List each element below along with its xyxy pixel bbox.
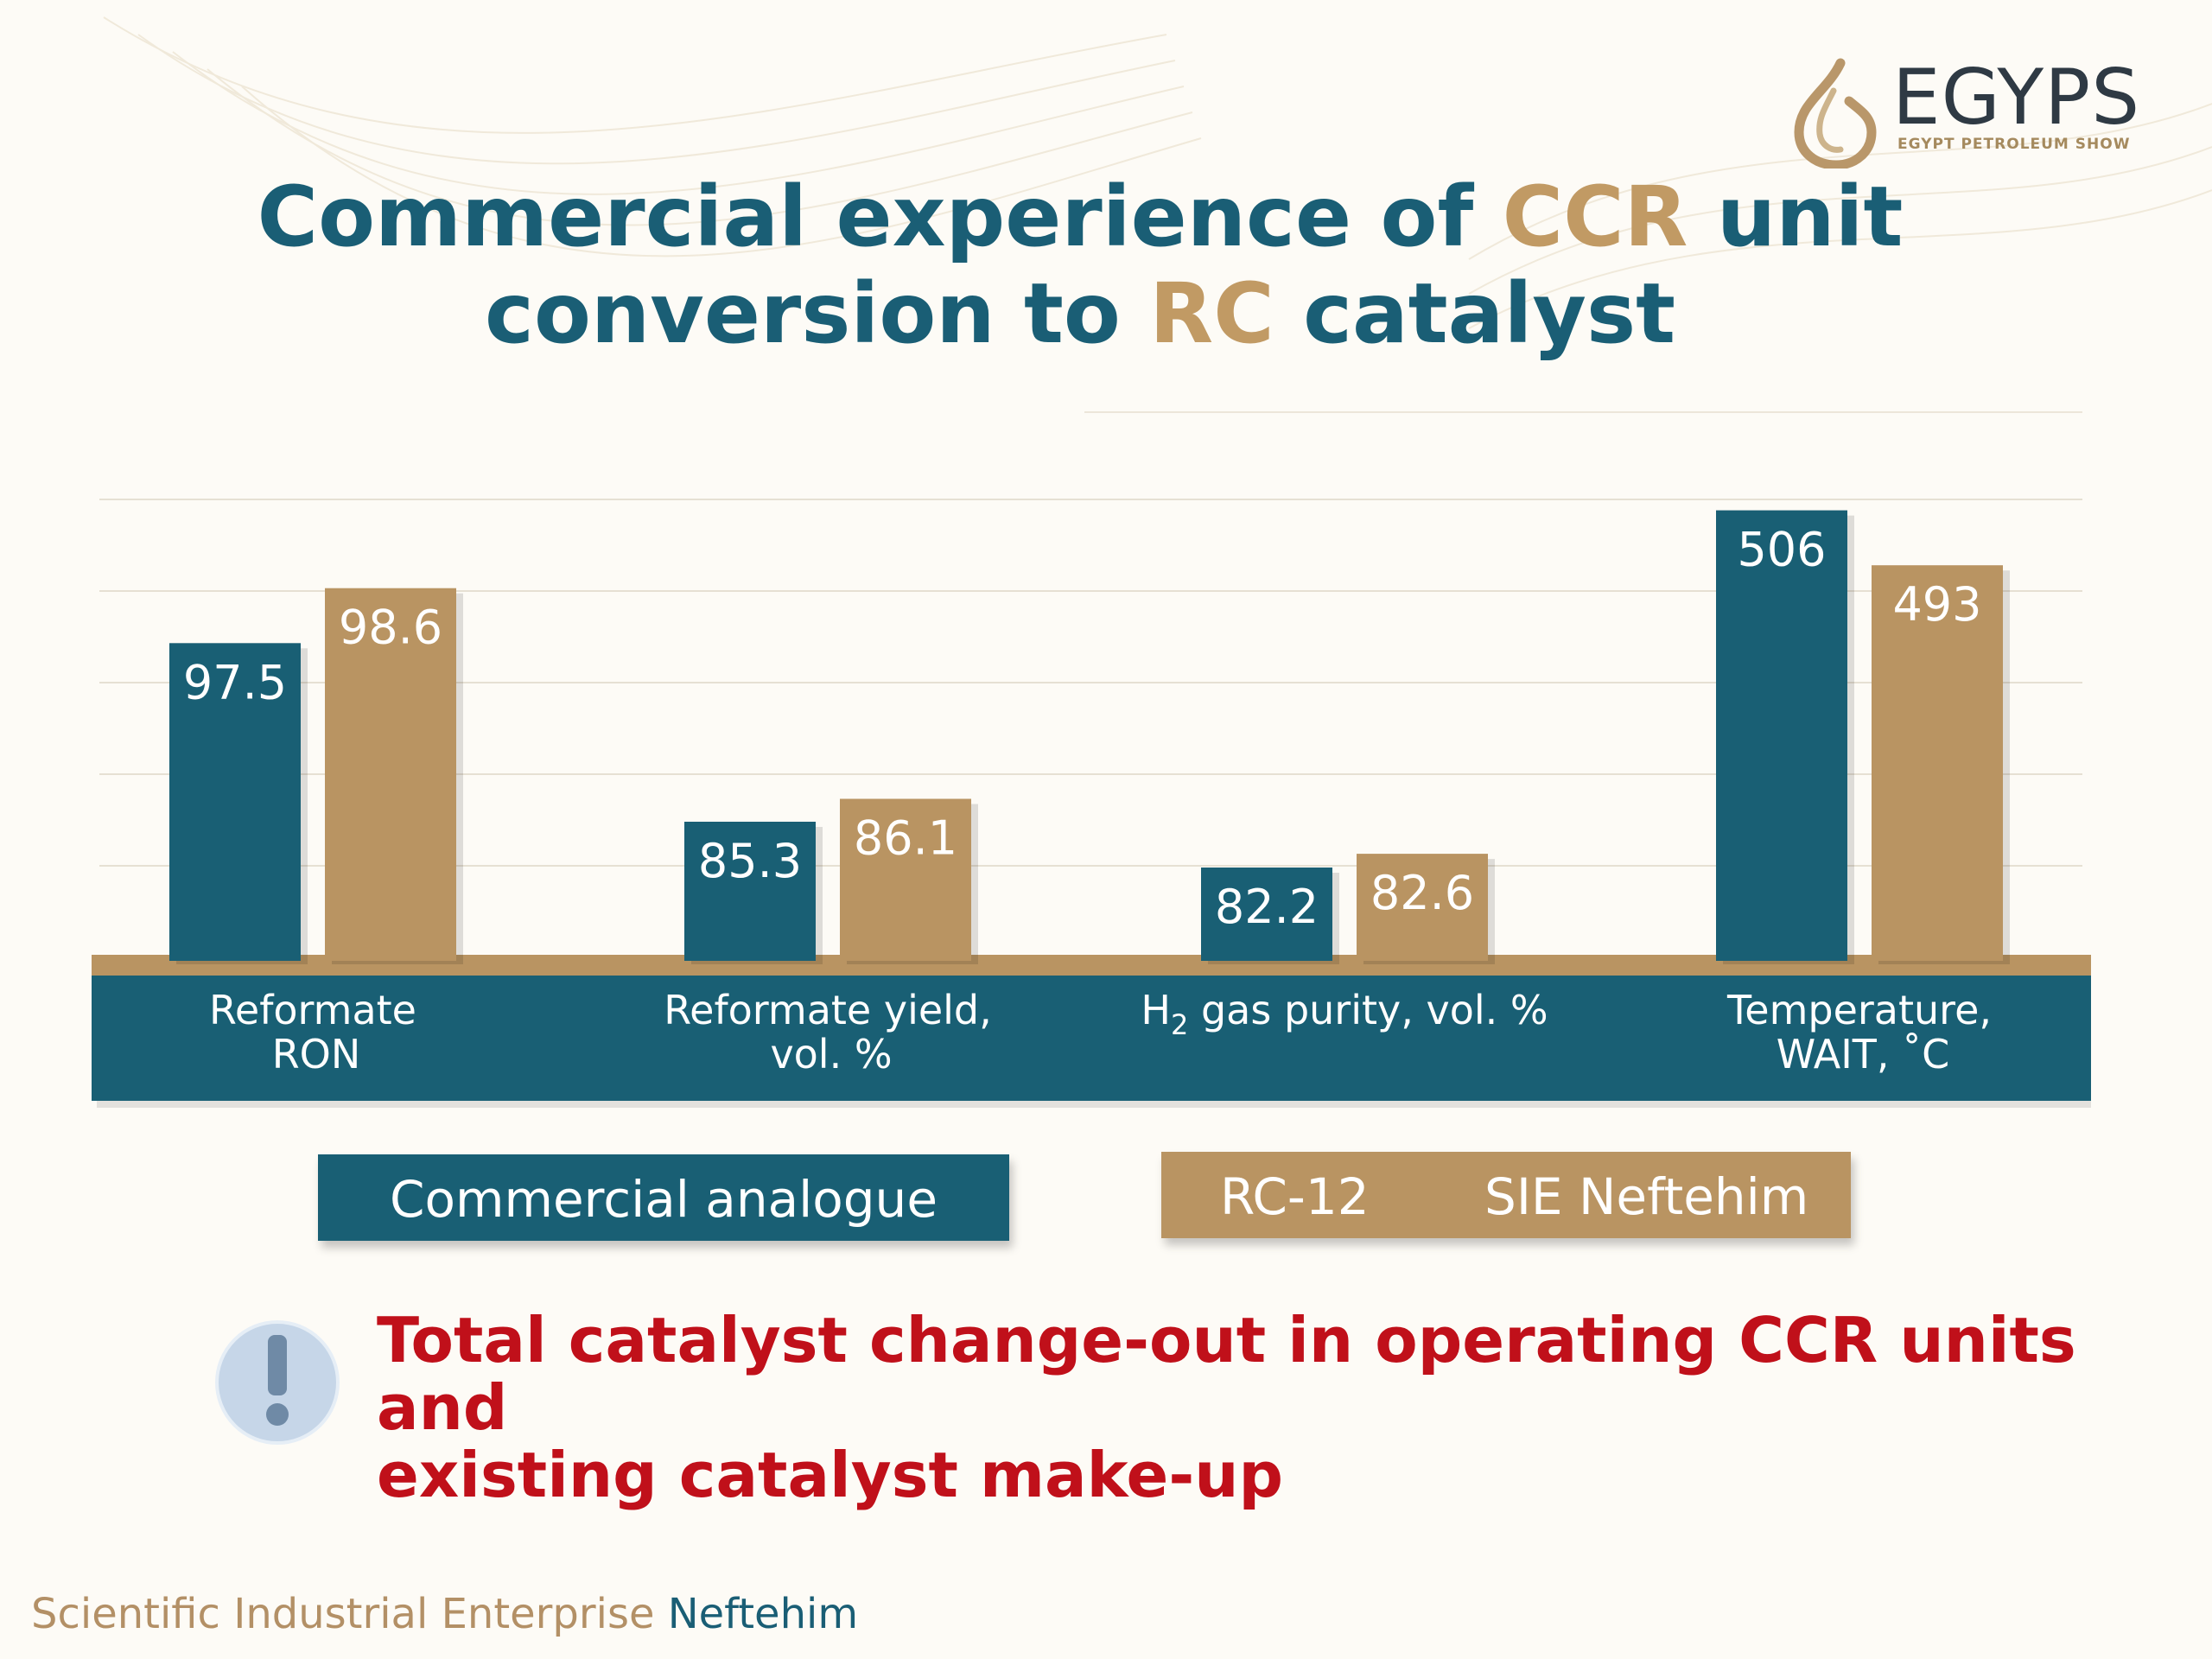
category-label: Temperature,: [1726, 987, 1992, 1033]
bar-commercial-1: [684, 822, 816, 961]
bar-rc12-2: [1357, 854, 1488, 961]
bar-rc12-0: [325, 588, 456, 961]
slide-title: Commercial experience of CCR unit conver…: [0, 168, 2160, 362]
title-text: catalyst: [1274, 265, 1675, 362]
data-label: 86.1: [854, 811, 957, 866]
bar-commercial-2: [1201, 868, 1332, 961]
category-band: [92, 976, 2091, 1101]
category-label: Reformate: [209, 987, 416, 1033]
data-label: 506: [1737, 523, 1826, 577]
title-divider: [1084, 411, 2082, 413]
exclamation-icon: [215, 1320, 340, 1445]
data-label: 82.2: [1215, 880, 1319, 934]
data-label: 97.5: [183, 655, 287, 709]
category-label: H2 gas purity, vol. %: [1141, 987, 1548, 1041]
legend-rc12-sie-neftehim: RC-12 SIE Neftehim: [1161, 1152, 1851, 1238]
droplet-logo-icon: [1794, 58, 1877, 168]
data-label: 493: [1892, 577, 1981, 632]
bar-commercial-3: [1716, 510, 1847, 961]
category-band-shadow: [97, 1101, 2091, 1108]
category-label: RON: [272, 1031, 361, 1077]
title-highlight-rc: RC: [1149, 265, 1274, 362]
data-label: 82.6: [1370, 866, 1474, 920]
bar-commercial-0: [169, 643, 301, 961]
footer-brand: Neftehim: [667, 1590, 859, 1638]
title-text: conversion to: [485, 265, 1150, 362]
legend-commercial-analogue: Commercial analogue: [318, 1154, 1009, 1241]
category-label: vol. %: [770, 1031, 892, 1077]
footer: Scientific Industrial Enterprise Neftehi…: [31, 1590, 858, 1638]
title-text: Commercial experience of: [257, 168, 1503, 265]
title-highlight-ccr: CCR: [1502, 168, 1688, 265]
key-note: Total catalyst change-out in operating C…: [377, 1306, 2105, 1509]
legend-label: SIE Neftehim: [1484, 1167, 1809, 1226]
title-line-1: Commercial experience of CCR unit: [0, 168, 2160, 265]
note-line-1: Total catalyst change-out in operating C…: [377, 1304, 2076, 1444]
legend-label: Commercial analogue: [389, 1170, 938, 1229]
title-text: unit: [1688, 168, 1904, 265]
logo-name: EGYPS: [1892, 53, 2141, 142]
data-label: 98.6: [339, 601, 442, 655]
category-label: WAIT, ˚C: [1777, 1031, 1949, 1077]
legend-label: RC-12: [1220, 1167, 1370, 1226]
bar-rc12-3: [1872, 565, 2003, 961]
data-label: 85.3: [698, 834, 802, 888]
egyps-logo: EGYPS EGYPT PETROLEUM SHOW: [1780, 48, 2143, 177]
category-label: Reformate yield,: [664, 987, 992, 1033]
logo-tagline: EGYPT PETROLEUM SHOW: [1897, 136, 2131, 153]
footer-text: Scientific Industrial Enterprise: [31, 1590, 668, 1638]
title-line-2: conversion to RC catalyst: [0, 265, 2160, 362]
bar-rc12-1: [840, 798, 971, 961]
note-line-2: existing catalyst make-up: [377, 1439, 1284, 1511]
